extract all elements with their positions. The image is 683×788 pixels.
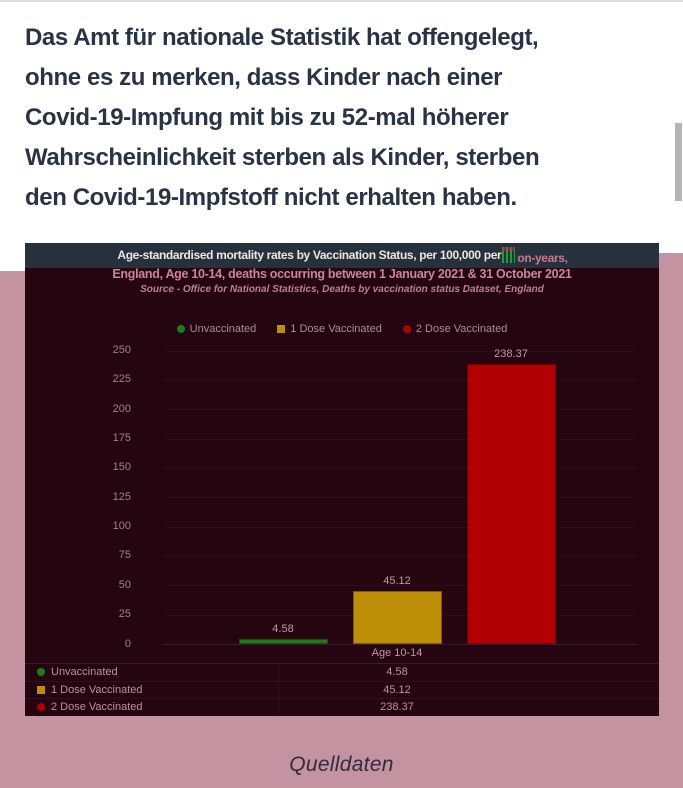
chart-data-table: Unvaccinated 4.58 1 Dose Vaccinated 45.12 2 … (25, 663, 659, 716)
glitch-artifact-icon (502, 247, 516, 263)
legend-item-2-dose-vaccinated: 2 Dose Vaccinated (402, 323, 508, 335)
top-border (0, 0, 683, 2)
headline-line-4: Wahrscheinlichkeit sterben als Kinder, s… (25, 144, 540, 171)
chart-title-part1: Age-standardised mortality rates by Vacc… (117, 248, 502, 262)
table-marker-icon (37, 668, 45, 677)
table-value: 4.58 (386, 666, 408, 679)
bar-unvaccinated (238, 638, 328, 644)
y-tick-150: 150 (112, 461, 131, 474)
headline-line-2: ohne es zu merken, dass Kinder nach eine… (25, 64, 503, 91)
gridline-150 (163, 468, 637, 469)
table-marker-icon (37, 685, 45, 694)
gridline-225 (163, 380, 637, 381)
legend-label: Unvaccinated (189, 323, 257, 335)
table-row-1: Unvaccinated 4.58 (25, 664, 659, 682)
table-row-name: Unvaccinated (25, 666, 118, 678)
y-tick-225: 225 (112, 373, 131, 386)
chart-title-part2: on-years, (517, 251, 568, 265)
mortality-chart: Age-standardised mortality rates by Vacc… (25, 243, 659, 716)
table-value: 45.12 (383, 683, 411, 696)
table-value: 238.37 (380, 701, 414, 714)
y-tick-100: 100 (112, 520, 131, 533)
y-tick-125: 125 (112, 490, 131, 503)
bar-2-dose-vaccinated (466, 364, 556, 644)
pink-overlay-left (0, 271, 25, 716)
x-axis-category-label: Age 10-14 (371, 647, 423, 659)
legend-marker-icon (277, 325, 286, 333)
legend-label: 2 Dose Vaccinated (415, 323, 508, 335)
headline-line-3: Covid-19-Impfung mit bis zu 52-mal höher… (25, 104, 509, 131)
headline-paragraph: Das Amt für nationale Statistik hat offe… (25, 18, 655, 218)
table-row-name: 1 Dose Vaccinated (25, 684, 143, 696)
headline-line-5: den Covid-19-Impfstoff nicht erhalten ha… (25, 184, 517, 211)
table-row-2: 1 Dose Vaccinated 45.12 (25, 682, 659, 700)
y-tick-75: 75 (118, 549, 131, 562)
chart-title: Age-standardised mortality rates by Vacc… (25, 247, 659, 265)
x-axis-line (163, 644, 637, 645)
legend-marker-icon (176, 325, 185, 333)
quelldaten-link[interactable]: Quelldaten (289, 753, 394, 776)
legend-item-1-dose-vaccinated: 1 Dose Vaccinated (277, 323, 382, 335)
table-series-label: 2 Dose Vaccinated (51, 701, 143, 714)
legend-label: 1 Dose Vaccinated (290, 323, 382, 335)
pink-overlay-bottom (0, 716, 683, 788)
y-tick-50: 50 (118, 578, 131, 591)
page-scrollbar-thumb[interactable] (675, 123, 682, 201)
y-tick-250: 250 (112, 344, 131, 356)
gridline-100 (163, 527, 637, 528)
table-column-divider (278, 663, 279, 716)
legend-item-unvaccinated: Unvaccinated (176, 323, 257, 335)
y-tick-175: 175 (112, 432, 131, 445)
gridline-175 (163, 439, 637, 440)
chart-legend: Unvaccinated 1 Dose Vaccinated 2 Dose Vacc… (25, 323, 659, 335)
bar-1-dose-vaccinated (352, 591, 442, 644)
headline-line-1: Das Amt für nationale Statistik hat offe… (25, 24, 539, 51)
table-series-label: 1 Dose Vaccinated (51, 683, 143, 696)
y-tick-0: 0 (124, 637, 131, 650)
y-tick-25: 25 (118, 608, 131, 621)
gridline-75 (163, 556, 637, 557)
table-row-name: 2 Dose Vaccinated (25, 701, 143, 713)
bar-value-label: 4.58 (272, 622, 294, 635)
gridline-200 (163, 409, 637, 410)
bar-value-label: 238.37 (494, 348, 528, 361)
legend-marker-icon (402, 325, 411, 333)
gridline-250 (163, 351, 637, 352)
gridline-125 (163, 497, 637, 498)
chart-subtitle: England, Age 10-14, deaths occurring bet… (112, 267, 572, 281)
pink-overlay-right (659, 253, 683, 716)
chart-title-bar (25, 243, 659, 268)
y-tick-200: 200 (112, 402, 131, 415)
table-marker-icon (37, 703, 45, 712)
table-row-3: 2 Dose Vaccinated 238.37 (25, 699, 659, 716)
table-series-label: Unvaccinated (51, 666, 118, 679)
chart-source: Source - Office for National Statistics,… (140, 284, 544, 295)
bar-value-label: 45.12 (383, 575, 411, 588)
